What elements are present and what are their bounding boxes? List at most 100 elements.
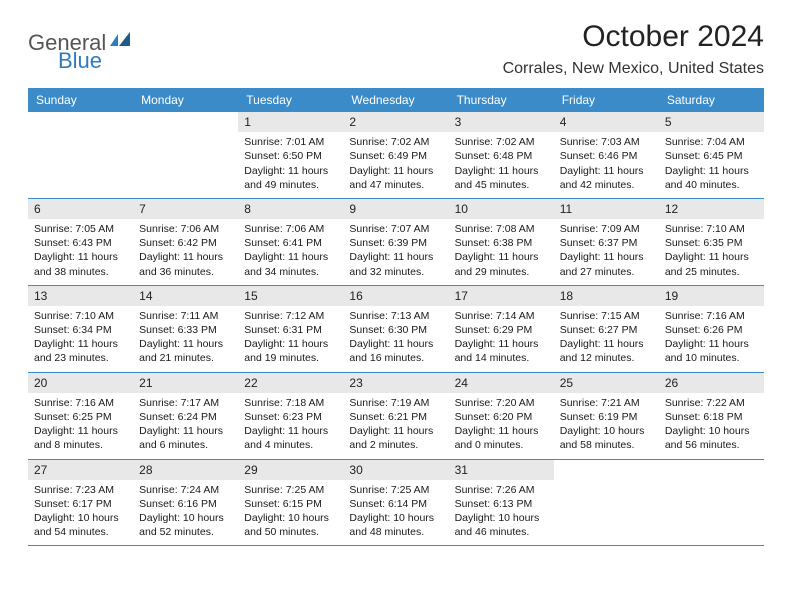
daylight-line: Daylight: 11 hours and 36 minutes.: [139, 250, 232, 278]
sunrise-line: Sunrise: 7:17 AM: [139, 396, 232, 410]
calendar-week: 27Sunrise: 7:23 AMSunset: 6:17 PMDayligh…: [28, 460, 764, 547]
sunrise-line: Sunrise: 7:06 AM: [139, 222, 232, 236]
day-number: 3: [449, 112, 554, 132]
day-number: 29: [238, 460, 343, 480]
day-number: 22: [238, 373, 343, 393]
calendar-day: 30Sunrise: 7:25 AMSunset: 6:14 PMDayligh…: [343, 460, 448, 546]
calendar-day: 10Sunrise: 7:08 AMSunset: 6:38 PMDayligh…: [449, 199, 554, 285]
day-details: Sunrise: 7:25 AMSunset: 6:15 PMDaylight:…: [238, 480, 343, 546]
calendar-empty: [554, 460, 659, 546]
day-number: 13: [28, 286, 133, 306]
sunset-line: Sunset: 6:24 PM: [139, 410, 232, 424]
day-number: 18: [554, 286, 659, 306]
sunset-line: Sunset: 6:31 PM: [244, 323, 337, 337]
sunset-line: Sunset: 6:41 PM: [244, 236, 337, 250]
calendar-day: 9Sunrise: 7:07 AMSunset: 6:39 PMDaylight…: [343, 199, 448, 285]
daylight-line: Daylight: 11 hours and 6 minutes.: [139, 424, 232, 452]
day-number: 11: [554, 199, 659, 219]
calendar-day: 19Sunrise: 7:16 AMSunset: 6:26 PMDayligh…: [659, 286, 764, 372]
calendar-day: 13Sunrise: 7:10 AMSunset: 6:34 PMDayligh…: [28, 286, 133, 372]
day-number: 7: [133, 199, 238, 219]
sunset-line: Sunset: 6:29 PM: [455, 323, 548, 337]
weekday-header: Wednesday: [343, 88, 448, 112]
location-subtitle: Corrales, New Mexico, United States: [503, 60, 764, 78]
daylight-line: Daylight: 11 hours and 12 minutes.: [560, 337, 653, 365]
day-number: 16: [343, 286, 448, 306]
daylight-line: Daylight: 11 hours and 49 minutes.: [244, 164, 337, 192]
day-details: Sunrise: 7:10 AMSunset: 6:35 PMDaylight:…: [659, 219, 764, 285]
day-details: Sunrise: 7:23 AMSunset: 6:17 PMDaylight:…: [28, 480, 133, 546]
sunset-line: Sunset: 6:38 PM: [455, 236, 548, 250]
daylight-line: Daylight: 11 hours and 23 minutes.: [34, 337, 127, 365]
day-details: Sunrise: 7:09 AMSunset: 6:37 PMDaylight:…: [554, 219, 659, 285]
day-number: 5: [659, 112, 764, 132]
sunrise-line: Sunrise: 7:26 AM: [455, 483, 548, 497]
day-number: 28: [133, 460, 238, 480]
sunset-line: Sunset: 6:18 PM: [665, 410, 758, 424]
daylight-line: Daylight: 11 hours and 40 minutes.: [665, 164, 758, 192]
day-number: 27: [28, 460, 133, 480]
calendar-day: 28Sunrise: 7:24 AMSunset: 6:16 PMDayligh…: [133, 460, 238, 546]
day-number: 19: [659, 286, 764, 306]
daylight-line: Daylight: 11 hours and 21 minutes.: [139, 337, 232, 365]
sunset-line: Sunset: 6:43 PM: [34, 236, 127, 250]
daylight-line: Daylight: 11 hours and 29 minutes.: [455, 250, 548, 278]
weekday-header: Saturday: [659, 88, 764, 112]
sunrise-line: Sunrise: 7:12 AM: [244, 309, 337, 323]
daylight-line: Daylight: 11 hours and 34 minutes.: [244, 250, 337, 278]
day-number: 20: [28, 373, 133, 393]
sunset-line: Sunset: 6:25 PM: [34, 410, 127, 424]
sunrise-line: Sunrise: 7:25 AM: [349, 483, 442, 497]
day-details: Sunrise: 7:16 AMSunset: 6:25 PMDaylight:…: [28, 393, 133, 459]
daylight-line: Daylight: 11 hours and 14 minutes.: [455, 337, 548, 365]
calendar-day: 25Sunrise: 7:21 AMSunset: 6:19 PMDayligh…: [554, 373, 659, 459]
calendar-day: 2Sunrise: 7:02 AMSunset: 6:49 PMDaylight…: [343, 112, 448, 198]
calendar-day: 5Sunrise: 7:04 AMSunset: 6:45 PMDaylight…: [659, 112, 764, 198]
sunrise-line: Sunrise: 7:04 AM: [665, 135, 758, 149]
day-details: Sunrise: 7:04 AMSunset: 6:45 PMDaylight:…: [659, 132, 764, 198]
sunset-line: Sunset: 6:37 PM: [560, 236, 653, 250]
calendar-day: 27Sunrise: 7:23 AMSunset: 6:17 PMDayligh…: [28, 460, 133, 546]
sunrise-line: Sunrise: 7:24 AM: [139, 483, 232, 497]
calendar-empty: [133, 112, 238, 198]
daylight-line: Daylight: 11 hours and 2 minutes.: [349, 424, 442, 452]
calendar-day: 11Sunrise: 7:09 AMSunset: 6:37 PMDayligh…: [554, 199, 659, 285]
daylight-line: Daylight: 11 hours and 32 minutes.: [349, 250, 442, 278]
calendar-grid: 1Sunrise: 7:01 AMSunset: 6:50 PMDaylight…: [28, 112, 764, 546]
sunrise-line: Sunrise: 7:01 AM: [244, 135, 337, 149]
sunset-line: Sunset: 6:50 PM: [244, 149, 337, 163]
calendar-day: 18Sunrise: 7:15 AMSunset: 6:27 PMDayligh…: [554, 286, 659, 372]
sunrise-line: Sunrise: 7:23 AM: [34, 483, 127, 497]
calendar-day: 31Sunrise: 7:26 AMSunset: 6:13 PMDayligh…: [449, 460, 554, 546]
weekday-header: Friday: [554, 88, 659, 112]
sunset-line: Sunset: 6:35 PM: [665, 236, 758, 250]
day-details: Sunrise: 7:18 AMSunset: 6:23 PMDaylight:…: [238, 393, 343, 459]
daylight-line: Daylight: 10 hours and 54 minutes.: [34, 511, 127, 539]
day-details: Sunrise: 7:20 AMSunset: 6:20 PMDaylight:…: [449, 393, 554, 459]
sunrise-line: Sunrise: 7:03 AM: [560, 135, 653, 149]
sunrise-line: Sunrise: 7:07 AM: [349, 222, 442, 236]
daylight-line: Daylight: 11 hours and 25 minutes.: [665, 250, 758, 278]
calendar-day: 14Sunrise: 7:11 AMSunset: 6:33 PMDayligh…: [133, 286, 238, 372]
day-details: Sunrise: 7:26 AMSunset: 6:13 PMDaylight:…: [449, 480, 554, 546]
day-details: Sunrise: 7:10 AMSunset: 6:34 PMDaylight:…: [28, 306, 133, 372]
sunset-line: Sunset: 6:27 PM: [560, 323, 653, 337]
sunrise-line: Sunrise: 7:22 AM: [665, 396, 758, 410]
calendar-day: 22Sunrise: 7:18 AMSunset: 6:23 PMDayligh…: [238, 373, 343, 459]
sunrise-line: Sunrise: 7:20 AM: [455, 396, 548, 410]
sunrise-line: Sunrise: 7:05 AM: [34, 222, 127, 236]
calendar-empty: [659, 460, 764, 546]
day-number: 26: [659, 373, 764, 393]
daylight-line: Daylight: 10 hours and 46 minutes.: [455, 511, 548, 539]
sunrise-line: Sunrise: 7:14 AM: [455, 309, 548, 323]
day-number: 30: [343, 460, 448, 480]
day-details: Sunrise: 7:05 AMSunset: 6:43 PMDaylight:…: [28, 219, 133, 285]
calendar-day: 3Sunrise: 7:02 AMSunset: 6:48 PMDaylight…: [449, 112, 554, 198]
daylight-line: Daylight: 11 hours and 10 minutes.: [665, 337, 758, 365]
day-number: 23: [343, 373, 448, 393]
day-number: 10: [449, 199, 554, 219]
sunset-line: Sunset: 6:46 PM: [560, 149, 653, 163]
calendar-day: 16Sunrise: 7:13 AMSunset: 6:30 PMDayligh…: [343, 286, 448, 372]
day-details: Sunrise: 7:02 AMSunset: 6:48 PMDaylight:…: [449, 132, 554, 198]
calendar-week: 6Sunrise: 7:05 AMSunset: 6:43 PMDaylight…: [28, 199, 764, 286]
